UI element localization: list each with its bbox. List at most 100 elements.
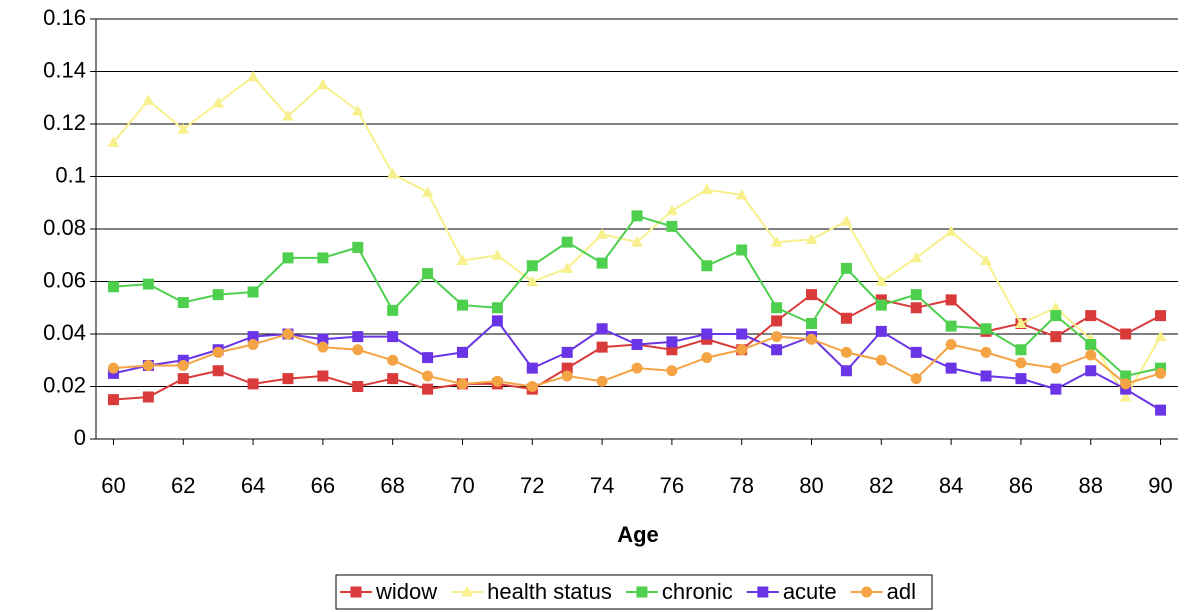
x-tick-label: 64 [241,473,265,498]
x-tick-label: 74 [590,473,614,498]
marker [736,328,748,340]
marker [1085,339,1097,350]
marker [282,252,294,264]
marker [596,323,608,335]
marker [636,586,648,598]
marker [736,244,748,256]
marker [735,188,748,200]
marker [491,315,503,327]
marker [666,336,678,348]
marker [861,586,873,598]
marker [561,236,573,248]
marker [177,360,189,371]
marker [247,378,259,390]
marker [352,344,364,356]
y-tick-label: 0.12 [43,110,86,135]
marker [806,289,818,301]
marker [456,378,468,390]
marker [1120,328,1132,340]
marker [910,251,923,263]
marker [1085,349,1097,361]
marker [875,325,887,337]
marker [770,236,783,247]
marker [840,312,852,324]
marker [806,318,818,329]
marker [212,96,225,108]
marker [1155,404,1167,416]
marker [700,183,713,195]
marker [142,278,154,290]
marker [1015,373,1027,385]
marker [387,354,399,366]
marker [840,365,852,377]
marker [1015,344,1027,356]
marker [317,78,329,90]
marker [526,260,538,272]
marker [910,289,922,301]
marker [757,586,769,598]
marker [701,328,713,340]
marker [461,585,473,597]
marker [422,370,434,382]
marker [317,370,329,382]
marker [282,373,294,385]
marker [491,249,504,260]
marker [945,320,957,332]
marker [910,302,922,314]
marker [422,352,434,364]
marker [736,344,748,356]
x-tick-label: 86 [1009,473,1033,498]
marker [107,394,119,406]
marker [1120,378,1132,390]
marker [666,365,678,377]
marker [561,262,574,273]
y-tick-label: 0.1 [55,162,86,187]
marker [456,254,469,265]
marker [352,241,364,253]
marker [840,262,852,274]
marker [107,281,119,293]
y-tick-label: 0.08 [43,215,86,240]
marker [1085,365,1097,377]
marker [1050,310,1062,322]
marker [142,391,154,403]
marker [1085,310,1097,322]
marker [596,375,608,387]
marker [422,268,434,280]
marker [247,339,259,350]
marker [526,275,539,286]
marker [875,275,888,286]
marker [910,373,922,385]
marker [107,136,120,147]
x-tick-label: 76 [660,473,684,498]
marker [980,370,992,382]
marker [526,381,538,392]
marker [771,315,783,327]
legend-item: chronic [625,579,733,604]
marker [422,383,434,395]
marker [596,228,608,239]
marker [1154,330,1167,342]
marker [317,341,329,353]
marker [666,220,678,232]
marker [1050,331,1062,343]
marker [631,236,643,247]
x-tick-label: 70 [450,473,474,498]
x-tick-label: 62 [171,473,195,498]
marker [980,254,992,265]
marker [875,299,887,311]
marker [282,110,294,121]
marker [805,233,818,244]
marker [177,123,190,134]
y-tick-label: 0 [74,425,86,450]
legend-label: adl [887,579,916,604]
marker [212,289,224,301]
marker [352,381,364,392]
marker [212,365,224,377]
marker [771,331,783,343]
legend-label: health status [487,579,612,604]
x-tick-label: 82 [869,473,893,498]
legend: widow health status chronic acute adl [335,574,933,610]
marker [1119,390,1132,402]
x-tick-label: 72 [520,473,544,498]
